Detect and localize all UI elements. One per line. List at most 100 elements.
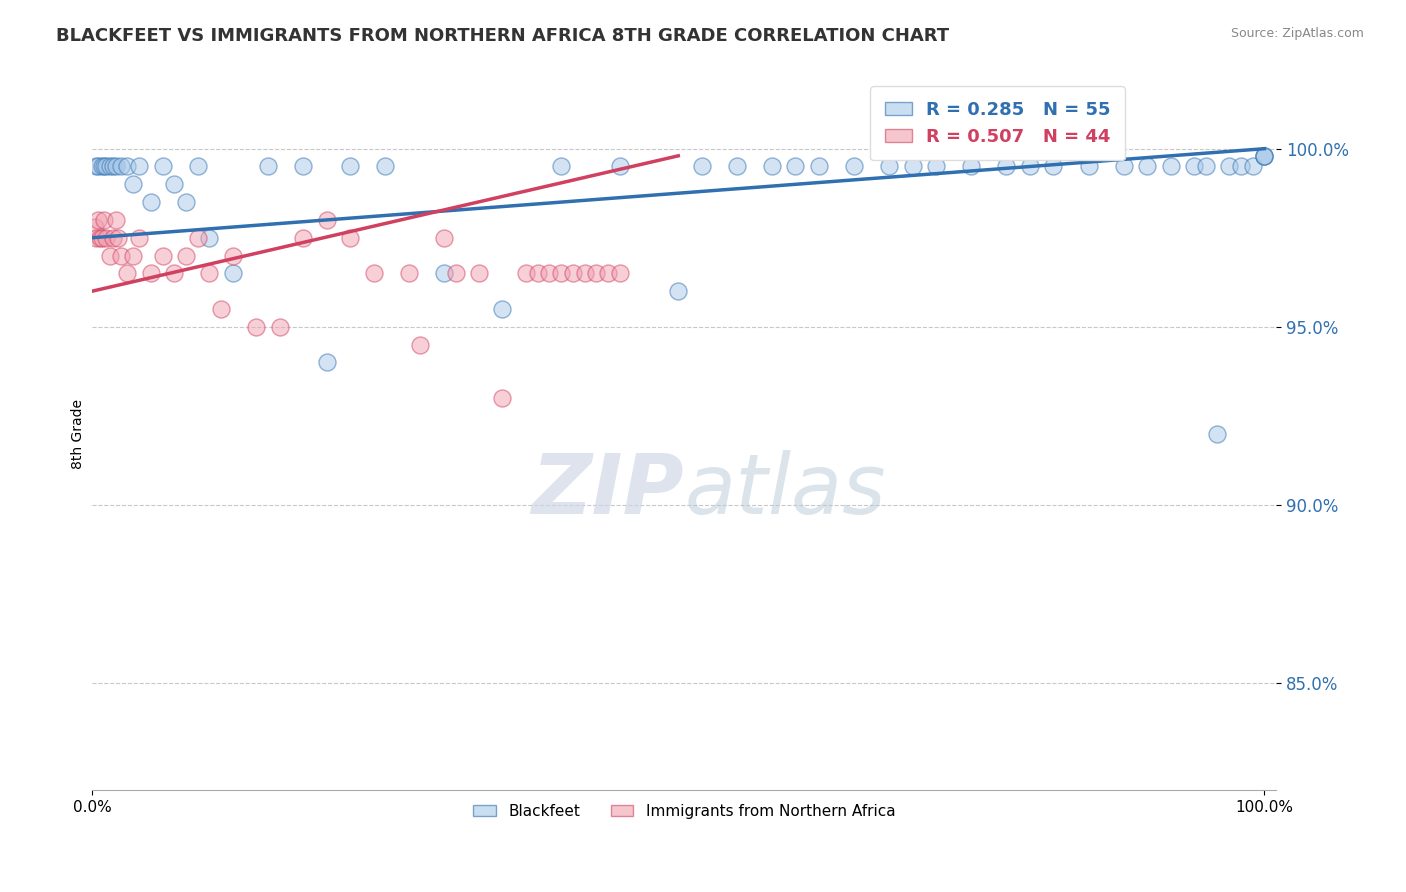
Point xyxy=(122,248,145,262)
Point xyxy=(596,266,619,280)
Point xyxy=(877,160,900,174)
Point xyxy=(96,160,118,174)
Point xyxy=(538,266,561,280)
Point xyxy=(433,266,456,280)
Point xyxy=(550,160,572,174)
Point xyxy=(1230,160,1253,174)
Point xyxy=(245,319,267,334)
Point xyxy=(93,213,115,227)
Point xyxy=(139,266,162,280)
Point xyxy=(139,195,162,210)
Point xyxy=(89,231,111,245)
Point xyxy=(1077,160,1099,174)
Point xyxy=(901,160,924,174)
Point xyxy=(515,266,537,280)
Point xyxy=(550,266,572,280)
Point xyxy=(1253,149,1275,163)
Point xyxy=(1195,160,1218,174)
Point xyxy=(315,355,337,369)
Point xyxy=(187,231,209,245)
Point xyxy=(128,160,150,174)
Point xyxy=(110,160,132,174)
Point xyxy=(444,266,467,280)
Point xyxy=(87,213,110,227)
Point xyxy=(561,266,583,280)
Point xyxy=(222,248,245,262)
Point xyxy=(98,160,121,174)
Point xyxy=(315,213,337,227)
Point xyxy=(433,231,456,245)
Point xyxy=(107,231,129,245)
Point xyxy=(222,266,245,280)
Point xyxy=(666,284,689,298)
Point xyxy=(163,266,186,280)
Point xyxy=(995,160,1018,174)
Point xyxy=(117,266,139,280)
Point xyxy=(209,301,232,316)
Point xyxy=(409,337,432,351)
Point xyxy=(526,266,548,280)
Point xyxy=(163,178,186,192)
Point xyxy=(1182,160,1205,174)
Point xyxy=(152,160,174,174)
Point xyxy=(491,301,513,316)
Point xyxy=(110,248,132,262)
Text: Source: ZipAtlas.com: Source: ZipAtlas.com xyxy=(1230,27,1364,40)
Point xyxy=(90,160,112,174)
Point xyxy=(122,178,145,192)
Point xyxy=(117,160,139,174)
Point xyxy=(257,160,280,174)
Point xyxy=(174,248,197,262)
Point xyxy=(960,160,983,174)
Point xyxy=(339,160,361,174)
Point xyxy=(1160,160,1182,174)
Point xyxy=(269,319,291,334)
Point xyxy=(609,266,631,280)
Point xyxy=(374,160,396,174)
Point xyxy=(1218,160,1240,174)
Point xyxy=(761,160,783,174)
Point xyxy=(87,160,110,174)
Point xyxy=(198,266,221,280)
Point xyxy=(1253,149,1275,163)
Point xyxy=(292,160,315,174)
Point xyxy=(292,231,315,245)
Point xyxy=(1241,160,1264,174)
Point xyxy=(96,231,118,245)
Text: BLACKFEET VS IMMIGRANTS FROM NORTHERN AFRICA 8TH GRADE CORRELATION CHART: BLACKFEET VS IMMIGRANTS FROM NORTHERN AF… xyxy=(56,27,949,45)
Point xyxy=(925,160,948,174)
Point xyxy=(807,160,830,174)
Point xyxy=(468,266,491,280)
Point xyxy=(103,160,125,174)
Point xyxy=(83,220,105,235)
Point xyxy=(725,160,748,174)
Point xyxy=(491,391,513,405)
Point xyxy=(104,213,127,227)
Point xyxy=(785,160,807,174)
Point xyxy=(84,231,107,245)
Point xyxy=(585,266,607,280)
Point xyxy=(174,195,197,210)
Point xyxy=(690,160,713,174)
Y-axis label: 8th Grade: 8th Grade xyxy=(72,399,86,468)
Point xyxy=(1112,160,1135,174)
Point xyxy=(93,160,115,174)
Point xyxy=(128,231,150,245)
Point xyxy=(90,231,112,245)
Point xyxy=(103,231,125,245)
Legend: Blackfeet, Immigrants from Northern Africa: Blackfeet, Immigrants from Northern Afri… xyxy=(467,797,901,825)
Text: atlas: atlas xyxy=(685,450,886,531)
Point xyxy=(152,248,174,262)
Point xyxy=(1019,160,1042,174)
Point xyxy=(84,160,107,174)
Point xyxy=(1253,149,1275,163)
Point xyxy=(1042,160,1064,174)
Point xyxy=(1206,426,1229,441)
Point xyxy=(363,266,385,280)
Point xyxy=(1136,160,1159,174)
Point xyxy=(339,231,361,245)
Point xyxy=(104,160,127,174)
Point xyxy=(574,266,596,280)
Point xyxy=(609,160,631,174)
Text: ZIP: ZIP xyxy=(531,450,685,531)
